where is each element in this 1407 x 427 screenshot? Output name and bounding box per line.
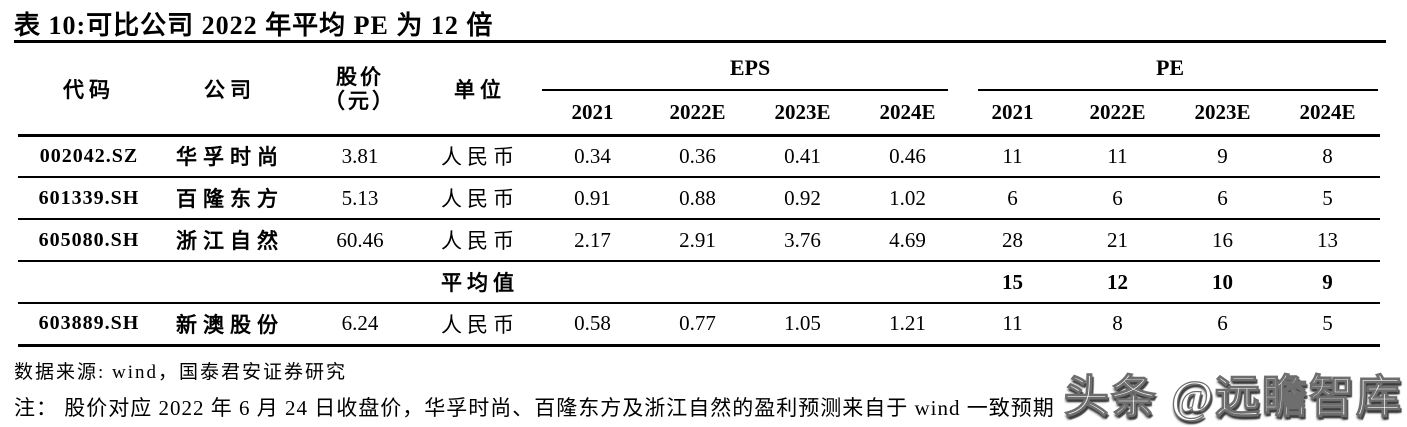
- cell-pe-2024E: 8: [1322, 143, 1333, 168]
- cell-price: [300, 261, 420, 303]
- cell-code: [18, 261, 160, 303]
- pe-group-label: PE: [1155, 55, 1185, 80]
- cell-eps-2023E: 0.41: [784, 143, 821, 168]
- cell-pe-2021: 11: [1002, 311, 1023, 336]
- eps-year-2024e: 2024E: [879, 99, 936, 124]
- cell-pe-2024E: 5: [1322, 311, 1333, 336]
- cell-pe-2022E: 8: [1112, 311, 1123, 336]
- cell-company: [160, 261, 300, 303]
- data-source-line: 数据来源: wind，国泰君安证券研究: [14, 362, 348, 383]
- table-title: 表 10:可比公司 2022 年平均 PE 为 12 倍: [14, 11, 494, 40]
- group-header-row: 代码 公司 股价 （元） 单位 EPS PE: [18, 45, 1380, 113]
- cell-pe-2021: 15: [1002, 269, 1024, 294]
- cell-pe-2022E: 12: [1107, 269, 1129, 294]
- footnote-line: 注： 股价对应 2022 年 6 月 24 日收盘价，华孚时尚、百隆东方及浙江自…: [14, 396, 1055, 420]
- cell-eps-2022E: 0.36: [679, 143, 716, 168]
- col-header-unit: 单位: [454, 78, 506, 103]
- table-header: 代码 公司 股价 （元） 单位 EPS PE 2021 2022E: [18, 45, 1381, 135]
- year-header-row: 2021 2022E 2023E 2024E 2021 2022E 2023E …: [18, 91, 1380, 135]
- col-header-price: 股价 （元）: [300, 45, 420, 135]
- cell-eps-2022E: 0.88: [679, 185, 716, 210]
- pe-year-2023e: 2023E: [1194, 99, 1251, 124]
- cell-eps-2021: 0.58: [574, 311, 611, 336]
- cell-eps-2024E: 1.21: [889, 311, 926, 336]
- cell-price: 3.81: [341, 143, 379, 168]
- cell-code: 601339.SH: [38, 186, 140, 209]
- cell-pe-2023E: 16: [1212, 227, 1234, 252]
- cell-pe-2024E: 9: [1322, 269, 1333, 294]
- pe-group-underline: [978, 89, 1379, 91]
- pe-year-2024e: 2024E: [1299, 99, 1356, 124]
- cell-company: 新澳股份: [176, 312, 284, 337]
- cell-pe-2024E: 13: [1317, 227, 1339, 252]
- eps-group-underline: [542, 89, 949, 91]
- col-header-price-line2: （元）: [324, 89, 396, 114]
- eps-year-2021: 2021: [571, 99, 614, 124]
- cell-pe-2021: 11: [1002, 143, 1023, 168]
- cell-pe-2022E: 21: [1107, 227, 1129, 252]
- cell-pe-2023E: 6: [1217, 185, 1228, 210]
- cell-eps-2021: 0.34: [574, 143, 611, 168]
- cell-eps-2021: 0.91: [574, 185, 611, 210]
- table-row: 601339.SH 百隆东方 5.13 人民币 0.91 0.88 0.92 1.02 6 6 6 5: [18, 177, 1381, 219]
- col-header-code: 代码: [63, 78, 115, 103]
- cell-eps-2024E: 0.46: [889, 143, 926, 168]
- cell-pe-2023E: 10: [1212, 269, 1234, 294]
- cell-price: 60.46: [336, 227, 384, 252]
- cell-eps-2023E: [750, 261, 855, 303]
- cell-eps-2023E: 1.05: [784, 311, 821, 336]
- cell-pe-2023E: 9: [1217, 143, 1228, 168]
- cell-eps-2024E: [855, 261, 960, 303]
- comparable-companies-table: 代码 公司 股价 （元） 单位 EPS PE 2021 2022E: [18, 45, 1381, 347]
- toutiao-watermark: 头条 @远瞻智库: [1063, 371, 1403, 422]
- cell-pe-2022E: 6: [1112, 185, 1123, 210]
- cell-pe-2023E: 6: [1217, 311, 1228, 336]
- cell-unit: 人民币: [441, 229, 519, 253]
- eps-year-2022e: 2022E: [669, 99, 726, 124]
- cell-price: 6.24: [341, 311, 379, 336]
- cell-eps-2022E: 0.77: [679, 311, 716, 336]
- cell-code: 603889.SH: [38, 312, 140, 335]
- eps-group-header: EPS: [540, 45, 960, 91]
- eps-year-2023e: 2023E: [774, 99, 831, 124]
- eps-group-label: EPS: [729, 55, 771, 80]
- cell-code: 002042.SZ: [39, 144, 139, 167]
- cell-pe-2024E: 5: [1322, 185, 1333, 210]
- pe-group-header: PE: [960, 45, 1380, 91]
- pe-year-2021: 2021: [991, 99, 1034, 124]
- cell-unit: 人民币: [441, 312, 519, 337]
- table-body: 002042.SZ 华孚时尚 3.81 人民币 0.34 0.36 0.41 0.46 11 11…: [18, 135, 1381, 345]
- cell-unit: 人民币: [441, 187, 519, 211]
- title-rule: [14, 40, 1386, 43]
- cell-pe-2021: 6: [1007, 185, 1018, 210]
- cell-eps-2021: [540, 261, 645, 303]
- cell-company: 华孚时尚: [176, 145, 284, 170]
- cell-company: 百隆东方: [176, 187, 284, 211]
- cell-price: 5.13: [341, 185, 379, 210]
- cell-eps-2023E: 0.92: [784, 185, 821, 210]
- cell-unit: 人民币: [441, 145, 519, 170]
- cell-eps-2023E: 3.76: [784, 227, 821, 252]
- table-row: 605080.SH 浙江自然 60.46 人民币 2.17 2.91 3.76 4.69 28 2…: [18, 219, 1381, 261]
- cell-eps-2024E: 4.69: [889, 227, 926, 252]
- cell-code: 605080.SH: [38, 228, 140, 251]
- cell-pe-2022E: 11: [1107, 143, 1128, 168]
- pe-year-2022e: 2022E: [1089, 99, 1146, 124]
- cell-eps-2024E: 1.02: [889, 185, 926, 210]
- col-header-company: 公司: [204, 78, 256, 103]
- cell-unit: 平均值: [441, 271, 519, 295]
- cell-eps-2021: 2.17: [574, 227, 611, 252]
- cell-company: 浙江自然: [176, 229, 284, 253]
- cell-eps-2022E: 2.91: [679, 227, 716, 252]
- cell-eps-2022E: [645, 261, 750, 303]
- table-row: 002042.SZ 华孚时尚 3.81 人民币 0.34 0.36 0.41 0.46 11 11…: [18, 135, 1381, 177]
- table-row: 603889.SH 新澳股份 6.24 人民币 0.58 0.77 1.05 1.21 11 8 6…: [18, 303, 1381, 345]
- col-header-price-line1: 股价: [336, 65, 384, 90]
- table-row: 平均值 15 12 10 9: [18, 261, 1381, 303]
- cell-pe-2021: 28: [1002, 227, 1024, 252]
